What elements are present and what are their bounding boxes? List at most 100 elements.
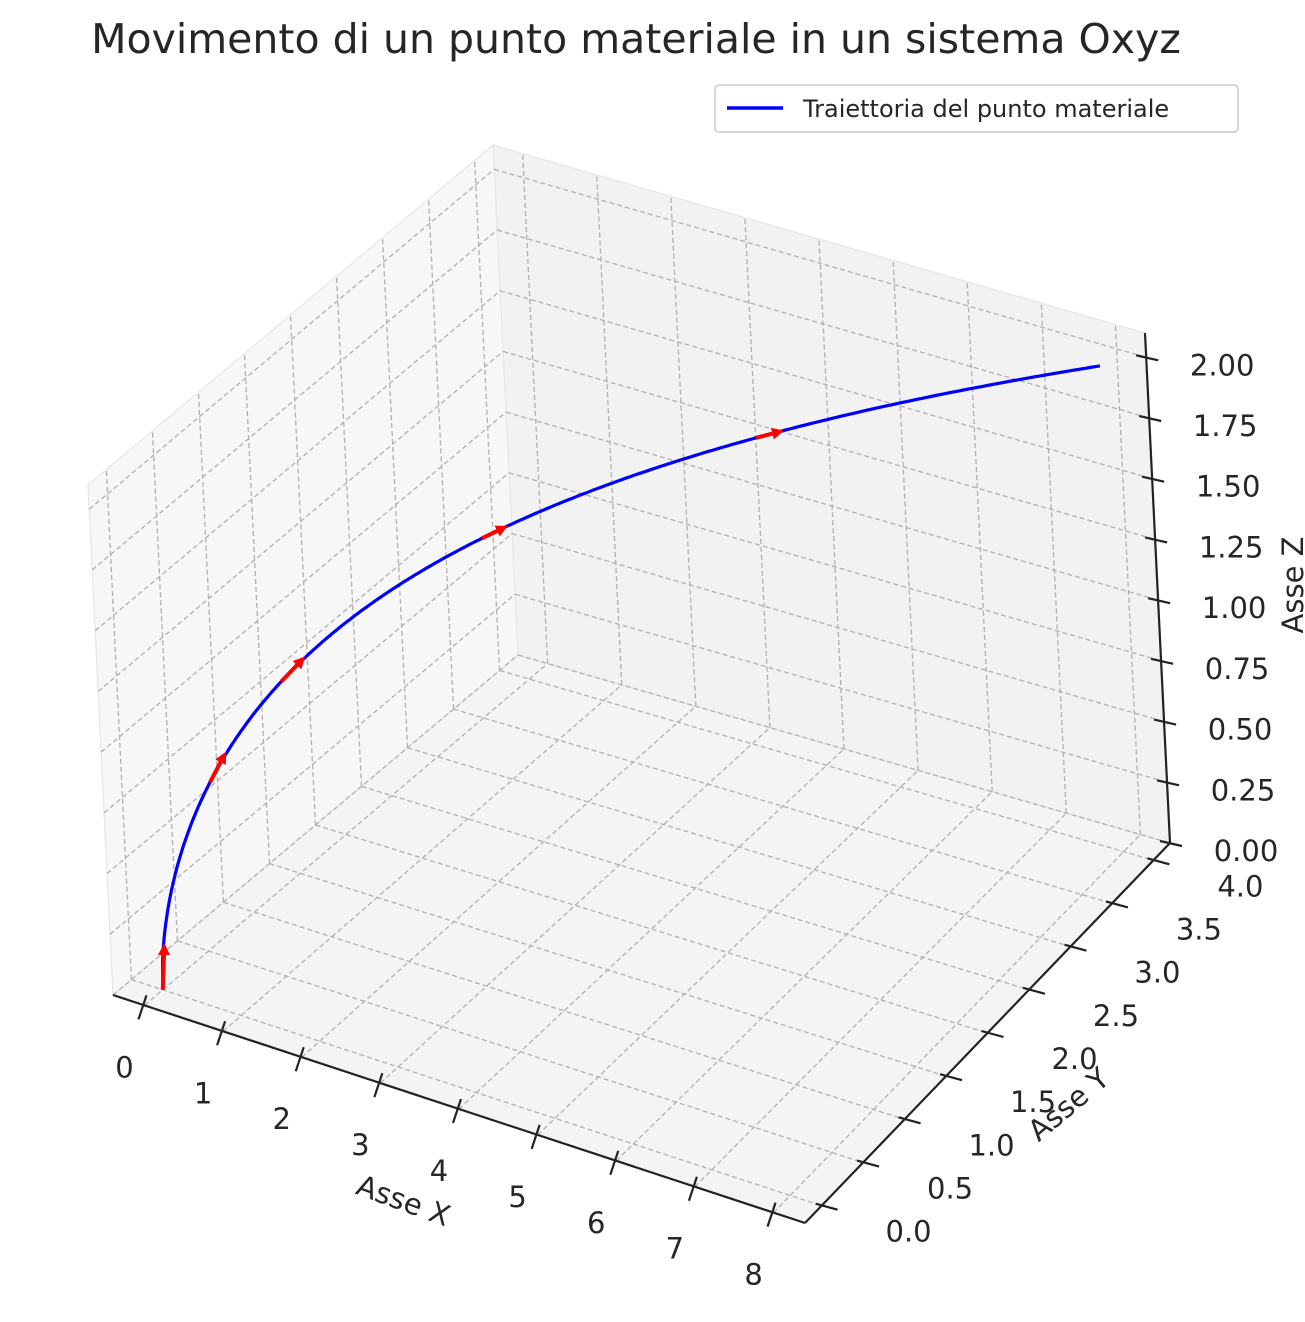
x-tick-label: 6	[587, 1206, 605, 1240]
z-tick-mark	[1156, 779, 1180, 787]
z-gridline	[103, 472, 510, 814]
z-gridline	[109, 593, 516, 935]
y-gridline	[315, 824, 988, 1034]
y-tick-label: 2.5	[1093, 999, 1139, 1033]
x-tick-label: 5	[508, 1180, 526, 1214]
y-tick-mark	[1064, 943, 1087, 952]
y-tick-label: 1.5	[1010, 1085, 1056, 1119]
z-tick-label: 1.75	[1193, 409, 1258, 443]
z-tick-label: 1.00	[1202, 591, 1267, 625]
y-tick-label: 1.0	[968, 1128, 1014, 1162]
y-tick-label: 3.0	[1134, 956, 1180, 990]
x-gridline	[144, 663, 549, 1006]
x-gridline	[966, 281, 993, 792]
z-tick-mark	[1138, 414, 1162, 423]
z-tick-mark	[1144, 536, 1168, 544]
velocity-arrow	[279, 656, 306, 684]
chart-panes	[87, 143, 1172, 1224]
chart-axes	[112, 332, 1183, 1227]
z-gridline	[106, 533, 513, 875]
x-tick-mark	[137, 995, 148, 1020]
z-gridline	[88, 168, 495, 510]
z-gridline	[517, 654, 1171, 844]
y-tick-label: 4.0	[1217, 869, 1263, 903]
z-gridline	[508, 472, 1162, 662]
z-gridline	[97, 350, 504, 692]
y-tick-mark	[939, 1073, 963, 1082]
legend-label: Traiettoria del punto materiale	[802, 95, 1169, 123]
z-tick-mark	[1150, 657, 1174, 665]
y-tick-mark	[898, 1116, 921, 1125]
x-tick-mark	[766, 1202, 777, 1227]
z-tick-label: 0.00	[1214, 834, 1279, 868]
x-tick-label: 7	[666, 1232, 684, 1266]
z-gridline	[505, 411, 1159, 601]
x-tick-label: 8	[744, 1258, 762, 1292]
y-tick-mark	[1147, 857, 1170, 866]
y-tick-label: 2.0	[1051, 1042, 1097, 1076]
velocity-arrow	[157, 943, 170, 990]
z-tick-mark	[1159, 839, 1183, 848]
y-gridline	[361, 785, 1030, 991]
x-gridline	[222, 684, 623, 1032]
x-tick-label: 0	[115, 1050, 133, 1084]
z-tick-label: 0.75	[1205, 652, 1270, 686]
y-gridline	[499, 669, 1154, 861]
x-tick-mark	[294, 1046, 305, 1072]
x-gridline	[1114, 324, 1142, 835]
z-gridline	[91, 229, 498, 571]
z-tick-label: 1.50	[1196, 470, 1261, 504]
z-tick-mark	[1153, 718, 1177, 726]
y-tick-label: 0.0	[886, 1215, 932, 1249]
x-tick-mark	[216, 1020, 227, 1046]
y-tick-mark	[981, 1029, 1004, 1039]
y-tick-label: 0.5	[927, 1172, 973, 1206]
y-gridline	[223, 901, 905, 1120]
z-gridline	[511, 532, 1165, 723]
y-gridline	[131, 978, 822, 1207]
z-tick-label: 0.25	[1211, 773, 1276, 807]
x-tick-label: 3	[351, 1128, 369, 1162]
x-gridline	[744, 217, 771, 728]
y-gridline	[177, 940, 864, 1164]
chart-gridlines	[88, 153, 1171, 1214]
z-gridline	[100, 411, 507, 753]
z-tick-mark	[1141, 475, 1165, 483]
y-tick-mark	[1105, 900, 1129, 909]
z-tick-label: 1.25	[1199, 530, 1264, 564]
y-gridline	[453, 708, 1113, 905]
z-axis-label: Asse Z	[1276, 537, 1305, 634]
chart-series	[157, 364, 1101, 990]
velocity-arrow	[208, 751, 227, 784]
velocity-arrow	[481, 525, 508, 541]
chart-tick-labels: 0 1 2 3 4 5 6 7 8 0.0 0.5 1.0 1.5 2.0 2.5 3.0 3.5 4.00.00…	[115, 348, 1278, 1291]
y-tick-mark	[856, 1159, 880, 1168]
velocity-arrow	[755, 427, 784, 440]
z-tick-label: 0.50	[1208, 713, 1273, 747]
trajectory-line	[161, 364, 1101, 990]
z-gridline	[112, 654, 519, 996]
z-tick-mark	[1147, 597, 1171, 605]
z-tick-mark	[1135, 354, 1159, 362]
x-tick-mark	[530, 1124, 541, 1150]
x-tick-mark	[451, 1098, 463, 1124]
x-tick-label: 2	[273, 1102, 291, 1136]
y-gridline	[269, 863, 947, 1077]
z-gridline	[494, 168, 1147, 358]
legend-frame	[714, 84, 1239, 133]
z-gridline	[502, 350, 1156, 541]
z-gridline	[514, 593, 1168, 783]
x-tick-mark	[687, 1176, 698, 1202]
z-gridline	[499, 290, 1153, 480]
z-gridline	[496, 229, 1150, 419]
x-tick-label: 1	[194, 1076, 212, 1110]
y-gridline	[407, 747, 1071, 948]
y-tick-label: 3.5	[1176, 912, 1222, 946]
x-axis-line	[112, 993, 806, 1225]
y-tick-mark	[815, 1202, 838, 1211]
x-tick-mark	[373, 1072, 384, 1098]
y-tick-mark	[1022, 986, 1046, 995]
x-gridline	[521, 153, 549, 664]
z-tick-label: 2.00	[1190, 348, 1255, 382]
